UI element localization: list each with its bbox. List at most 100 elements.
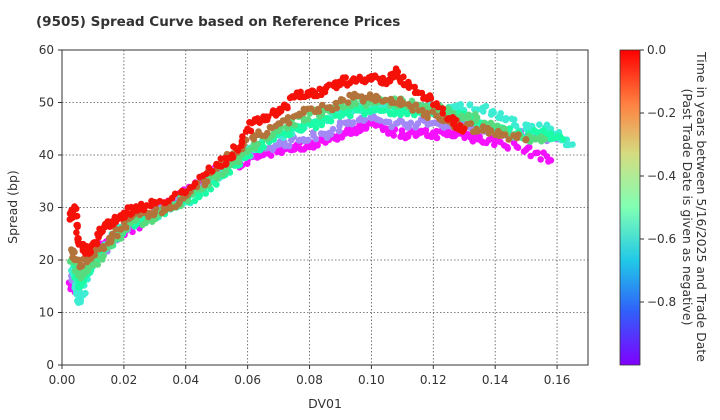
scatter-point bbox=[275, 120, 282, 127]
scatter-point bbox=[342, 74, 349, 81]
y-tick-label: 40 bbox=[39, 148, 54, 162]
scatter-point bbox=[230, 143, 237, 150]
scatter-point bbox=[327, 117, 335, 125]
scatter-point bbox=[244, 125, 251, 133]
x-tick-label: 0.00 bbox=[49, 373, 76, 387]
scatter-point bbox=[383, 78, 391, 85]
scatter-point bbox=[374, 94, 381, 101]
scatter-point bbox=[250, 141, 258, 148]
scatter-point bbox=[77, 272, 84, 280]
scatter-point bbox=[114, 232, 121, 240]
scatter-point bbox=[284, 125, 291, 132]
scatter-point bbox=[275, 141, 282, 148]
scatter-point bbox=[409, 107, 416, 114]
scatter-point bbox=[414, 120, 422, 127]
scatter-point bbox=[424, 114, 431, 122]
scatter-point bbox=[452, 116, 459, 124]
scatter-point bbox=[503, 143, 511, 151]
y-tick-label: 20 bbox=[39, 253, 54, 267]
scatter-point bbox=[312, 118, 319, 125]
scatter-point bbox=[541, 136, 548, 143]
scatter-point bbox=[360, 117, 367, 124]
scatter-point bbox=[316, 85, 324, 93]
scatter-point bbox=[343, 109, 351, 117]
scatter-point bbox=[314, 105, 322, 113]
y-tick-label: 30 bbox=[39, 201, 54, 215]
scatter-point bbox=[291, 122, 299, 129]
scatter-point bbox=[445, 130, 453, 138]
scatter-point bbox=[460, 114, 467, 122]
scatter-point bbox=[80, 246, 87, 253]
colorbar-gradient bbox=[619, 49, 641, 366]
scatter-point bbox=[209, 168, 216, 175]
scatter-point bbox=[77, 283, 84, 290]
scatter-point bbox=[120, 209, 128, 217]
scatter-point bbox=[275, 109, 282, 117]
scatter-point bbox=[259, 151, 267, 159]
scatter-point bbox=[74, 223, 81, 230]
scatter-point bbox=[300, 136, 307, 143]
scatter-point bbox=[423, 109, 431, 117]
scatter-point bbox=[514, 144, 522, 151]
scatter-point bbox=[217, 155, 225, 162]
scatter-point bbox=[213, 175, 221, 182]
scatter-point bbox=[344, 99, 352, 106]
scatter-point bbox=[498, 115, 505, 122]
scatter-point bbox=[86, 246, 94, 253]
scatter-point bbox=[284, 114, 292, 121]
scatter-point bbox=[105, 220, 112, 227]
scatter-point bbox=[114, 214, 121, 222]
x-tick-label: 0.04 bbox=[172, 373, 199, 387]
scatter-point bbox=[203, 170, 210, 178]
scatter-point bbox=[534, 149, 541, 157]
scatter-point bbox=[267, 152, 275, 159]
scatter-point bbox=[339, 96, 347, 104]
x-tick-label: 0.14 bbox=[482, 373, 509, 387]
scatter-point bbox=[343, 120, 351, 127]
y-tick-label: 60 bbox=[39, 43, 54, 57]
scatter-point bbox=[136, 204, 143, 211]
scatter-point bbox=[68, 246, 75, 253]
scatter-point bbox=[250, 136, 258, 143]
scatter-point bbox=[522, 136, 530, 143]
scatter-point bbox=[264, 113, 272, 121]
scatter-point bbox=[329, 125, 337, 133]
scatter-point bbox=[213, 181, 220, 188]
scatter-point bbox=[392, 67, 400, 75]
scatter-point bbox=[108, 235, 115, 243]
grid-lines bbox=[62, 50, 588, 365]
scatter-point bbox=[460, 125, 468, 133]
scatter-point bbox=[305, 136, 312, 144]
scatter-point bbox=[222, 168, 230, 175]
scatter-point bbox=[349, 94, 357, 101]
scatter-point bbox=[82, 289, 89, 297]
colorbar-tick-label: −0.2 bbox=[647, 106, 676, 120]
scatter-point bbox=[547, 130, 554, 137]
scatter-point bbox=[368, 115, 375, 122]
scatter-point bbox=[234, 147, 242, 154]
scatter-point bbox=[368, 107, 375, 114]
colorbar-tick-label: −0.4 bbox=[647, 169, 676, 183]
scatter-point bbox=[379, 107, 387, 114]
scatter-point bbox=[94, 261, 102, 268]
colorbar-label-line1: Time in years between 5/16/2025 and Trad… bbox=[694, 51, 709, 362]
scatter-point bbox=[74, 235, 81, 243]
colorbar-ticks: 0.0 −0.2 −0.4 −0.6 −0.8 bbox=[640, 43, 676, 309]
scatter-point bbox=[479, 104, 487, 112]
scatter-point bbox=[321, 88, 329, 96]
scatter-point bbox=[171, 190, 179, 198]
scatter-point bbox=[439, 105, 447, 112]
scatter-point bbox=[228, 151, 236, 159]
scatter-point bbox=[290, 94, 298, 101]
scatter-point bbox=[93, 239, 101, 247]
x-axis-label: DV01 bbox=[308, 396, 342, 411]
scatter-point bbox=[400, 73, 407, 81]
scatter-point bbox=[283, 103, 291, 110]
colorbar: 0.0 −0.2 −0.4 −0.6 −0.8 Time in years betwee… bbox=[619, 43, 709, 366]
scatter-point bbox=[260, 143, 267, 151]
chart-title: (9505) Spread Curve based on Reference P… bbox=[36, 14, 400, 30]
x-axis-ticks: 0.00 0.02 0.04 0.06 0.08 0.10 0.12 0.14 0.16 bbox=[49, 365, 570, 387]
scatter-point bbox=[536, 121, 543, 128]
scatter-point bbox=[312, 124, 320, 132]
